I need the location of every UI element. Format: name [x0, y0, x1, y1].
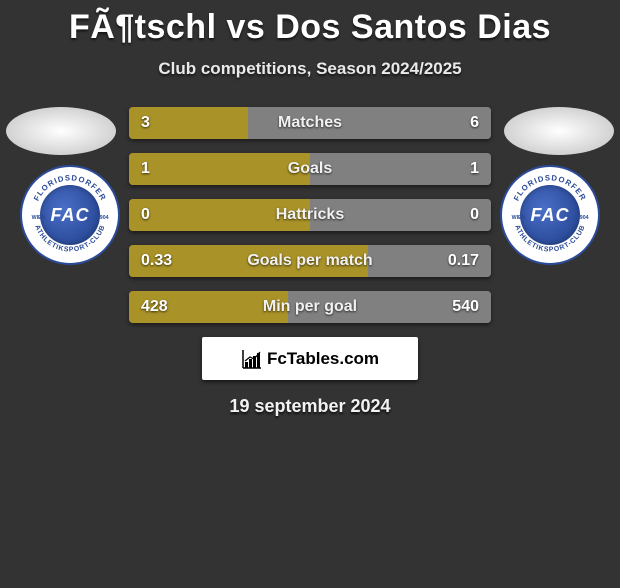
- comparison-stage: FLORIDSDORFER ATHLETIKSPORT-CLUB WIEN 19…: [0, 107, 620, 323]
- club-badge-left: FLORIDSDORFER ATHLETIKSPORT-CLUB WIEN 19…: [20, 165, 120, 265]
- brand-chart-icon: [241, 348, 263, 370]
- subtitle: Club competitions, Season 2024/2025: [0, 59, 620, 79]
- page-title: FÃ¶tschl vs Dos Santos Dias: [0, 8, 620, 47]
- club-badge-left-label: FAC: [40, 185, 100, 245]
- stat-row: 0.330.17Goals per match: [129, 245, 491, 277]
- date-text: 19 september 2024: [0, 396, 620, 417]
- stat-row: 428540Min per goal: [129, 291, 491, 323]
- stat-row: 00Hattricks: [129, 199, 491, 231]
- stat-row: 11Goals: [129, 153, 491, 185]
- brand-badge: FcTables.com: [202, 337, 418, 380]
- player-avatar-left: [6, 107, 116, 155]
- stat-label: Min per goal: [129, 298, 491, 316]
- player-avatar-right: [504, 107, 614, 155]
- club-badge-right-label: FAC: [520, 185, 580, 245]
- stat-label: Goals: [129, 160, 491, 178]
- stat-row: 36Matches: [129, 107, 491, 139]
- stat-label: Hattricks: [129, 206, 491, 224]
- stat-label: Goals per match: [129, 252, 491, 270]
- club-badge-right: FLORIDSDORFER ATHLETIKSPORT-CLUB WIEN 19…: [500, 165, 600, 265]
- brand-text: FcTables.com: [267, 349, 379, 369]
- stat-label: Matches: [129, 114, 491, 132]
- stat-bars: 36Matches 11Goals 00Hattricks 0.330.17Goals…: [129, 107, 491, 323]
